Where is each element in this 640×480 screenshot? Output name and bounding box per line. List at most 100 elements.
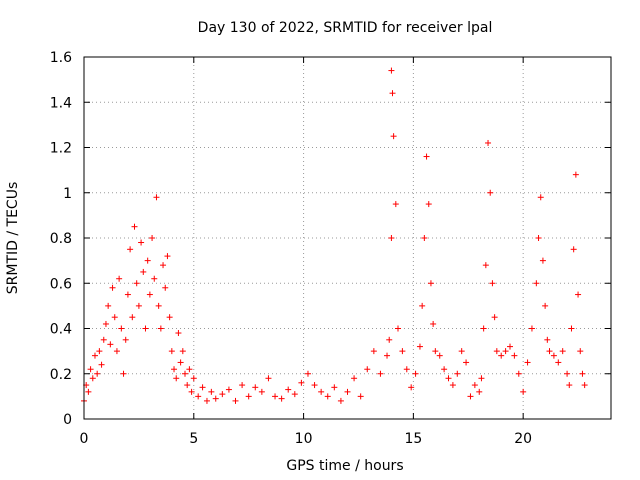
- y-tick-label: 0.6: [50, 276, 72, 292]
- data-point: [471, 382, 478, 389]
- data-point: [389, 90, 396, 97]
- data-point: [122, 336, 129, 343]
- data-point: [109, 284, 116, 291]
- data-point: [384, 352, 391, 359]
- data-point: [155, 302, 162, 309]
- data-point: [175, 330, 182, 337]
- data-point: [89, 375, 96, 382]
- data-point: [388, 235, 395, 241]
- data-point: [188, 388, 195, 395]
- data-point: [182, 370, 189, 377]
- data-point: [129, 314, 136, 321]
- data-point: [179, 348, 186, 355]
- data-point: [94, 370, 101, 377]
- data-point: [478, 375, 485, 382]
- data-point: [140, 268, 147, 275]
- data-point: [138, 239, 145, 246]
- data-point: [278, 395, 285, 402]
- data-point: [160, 262, 167, 269]
- data-point: [395, 325, 402, 332]
- data-point: [493, 348, 500, 355]
- data-point: [164, 253, 171, 260]
- data-point: [98, 361, 105, 368]
- data-point: [225, 386, 232, 393]
- data-point: [265, 375, 272, 382]
- data-point: [542, 302, 549, 309]
- data-point: [232, 397, 239, 404]
- data-point: [502, 348, 509, 355]
- y-tick-label: 1.6: [50, 50, 72, 66]
- data-point: [570, 246, 577, 253]
- data-point: [408, 384, 415, 391]
- data-point: [539, 257, 546, 264]
- data-point: [528, 325, 535, 332]
- data-point: [113, 348, 120, 355]
- data-point: [107, 341, 114, 348]
- data-point: [184, 382, 191, 389]
- data-point: [146, 291, 153, 298]
- data-point: [272, 393, 279, 400]
- data-point: [485, 139, 492, 146]
- data-point: [579, 370, 586, 377]
- data-point: [386, 336, 393, 343]
- data-point: [524, 359, 531, 366]
- data-point: [575, 291, 582, 298]
- data-point: [476, 388, 483, 395]
- data-point: [116, 275, 123, 282]
- y-tick-label: 0: [63, 412, 72, 428]
- data-point: [344, 388, 351, 395]
- data-point: [515, 370, 522, 377]
- data-point: [239, 382, 246, 389]
- data-point: [581, 382, 588, 389]
- gridlines: [84, 57, 611, 419]
- data-point: [564, 370, 571, 377]
- data-point: [421, 235, 428, 241]
- x-tick-label: 15: [404, 431, 422, 447]
- data-point: [416, 343, 423, 350]
- y-tick-label: 1: [63, 186, 72, 202]
- data-point: [370, 348, 377, 355]
- data-point: [291, 391, 298, 398]
- data-point: [337, 397, 344, 404]
- data-point: [298, 379, 305, 386]
- data-point: [436, 352, 443, 359]
- x-tick-label: 10: [295, 431, 313, 447]
- data-point: [111, 314, 118, 321]
- data-point: [377, 370, 384, 377]
- data-point: [427, 280, 434, 287]
- data-point: [568, 325, 575, 332]
- data-point: [324, 393, 331, 400]
- data-point: [318, 388, 325, 395]
- x-tick-label: 0: [80, 431, 89, 447]
- x-axis-label: GPS time / hours: [286, 458, 403, 474]
- data-point: [102, 320, 109, 327]
- data-point: [142, 325, 149, 332]
- data-point: [208, 388, 215, 395]
- data-point: [399, 348, 406, 355]
- data-point: [559, 348, 566, 355]
- data-point: [105, 302, 112, 309]
- data-point: [572, 171, 579, 178]
- data-point: [131, 223, 138, 230]
- data-point: [425, 201, 432, 208]
- data-point: [258, 388, 265, 395]
- data-point: [445, 375, 452, 382]
- data-point: [331, 384, 338, 391]
- data-point: [506, 343, 513, 350]
- data-point: [351, 375, 358, 382]
- data-point: [535, 235, 542, 241]
- data-point: [544, 336, 551, 343]
- data-point: [432, 348, 439, 355]
- data-point: [85, 388, 92, 395]
- data-point: [537, 194, 544, 201]
- data-point: [489, 280, 496, 287]
- data-point: [311, 382, 318, 389]
- data-point: [149, 235, 156, 241]
- data-point: [157, 325, 164, 332]
- data-point: [487, 189, 494, 196]
- data-point: [168, 348, 175, 355]
- y-axis-label: SRMTID / TECUs: [5, 182, 21, 295]
- data-point: [491, 314, 498, 321]
